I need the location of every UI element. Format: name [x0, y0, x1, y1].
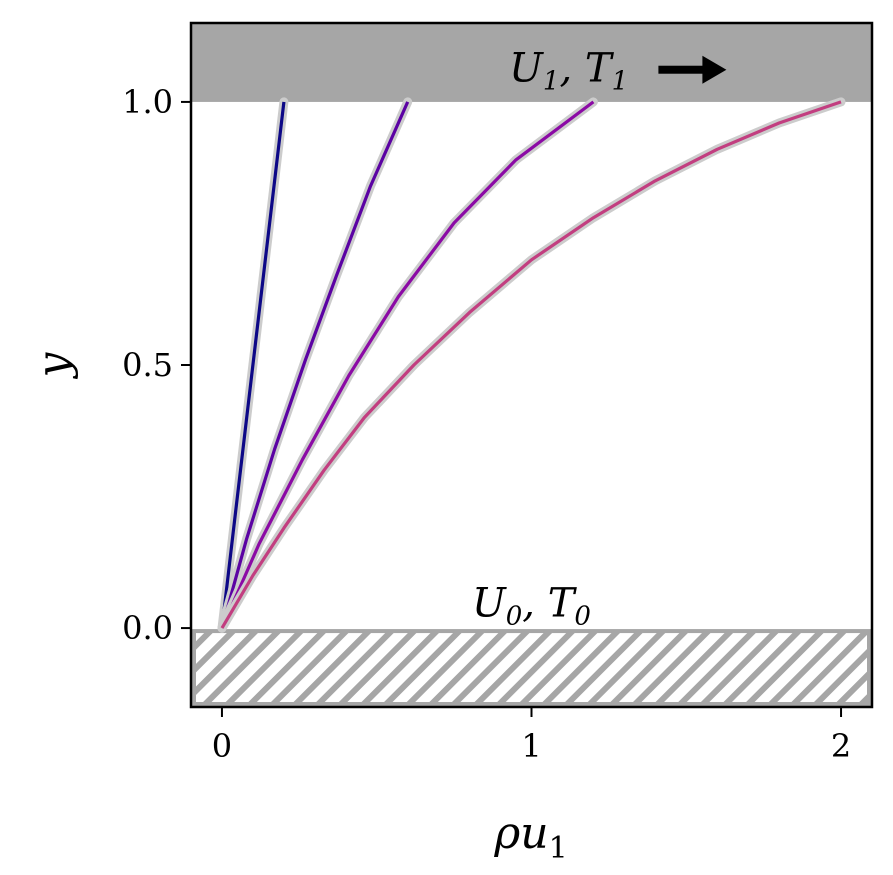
top-wall-u-sub: 1 [543, 67, 560, 97]
top-wall [191, 23, 872, 102]
y-axis-label: y [28, 351, 79, 379]
walls [191, 23, 872, 706]
bottom-wall [192, 629, 871, 706]
x-axis-label: ρu1 [493, 808, 567, 866]
top-wall-sep: , [559, 46, 584, 92]
profile-lines [217, 97, 846, 633]
ticks: 0 1 2 0.0 0.5 1.0 [122, 83, 851, 765]
y-tick-label: 0.0 [122, 609, 173, 647]
x-axis-label-main: ρu [493, 808, 548, 859]
bottom-wall-t: T [548, 580, 578, 626]
x-axis-label-sub: 1 [549, 831, 568, 866]
series-line-4 [220, 100, 842, 629]
x-tick-label: 2 [831, 727, 851, 765]
y-tick-label: 0.5 [122, 346, 173, 384]
series-line-2 [220, 101, 410, 629]
x-tick-label: 0 [212, 727, 232, 765]
top-wall-label: U1, T1 [509, 46, 628, 97]
bottom-wall-label: U0, T0 [472, 580, 591, 631]
bottom-wall-u-sub: 0 [506, 601, 523, 631]
top-wall-t-sub: 1 [612, 67, 629, 97]
bottom-wall-u: U [472, 580, 507, 626]
bottom-wall-sep: , [522, 580, 547, 626]
series-line-3 [220, 100, 595, 629]
bottom-wall-t-sub: 0 [574, 601, 591, 631]
top-wall-u: U [509, 46, 544, 92]
right-arrow-icon [658, 55, 727, 84]
top-wall-t: T [585, 46, 615, 92]
y-tick-label: 1.0 [122, 83, 173, 121]
series-halo-4 [217, 97, 846, 633]
series-line-1 [220, 101, 286, 629]
x-tick-label: 1 [521, 727, 541, 765]
